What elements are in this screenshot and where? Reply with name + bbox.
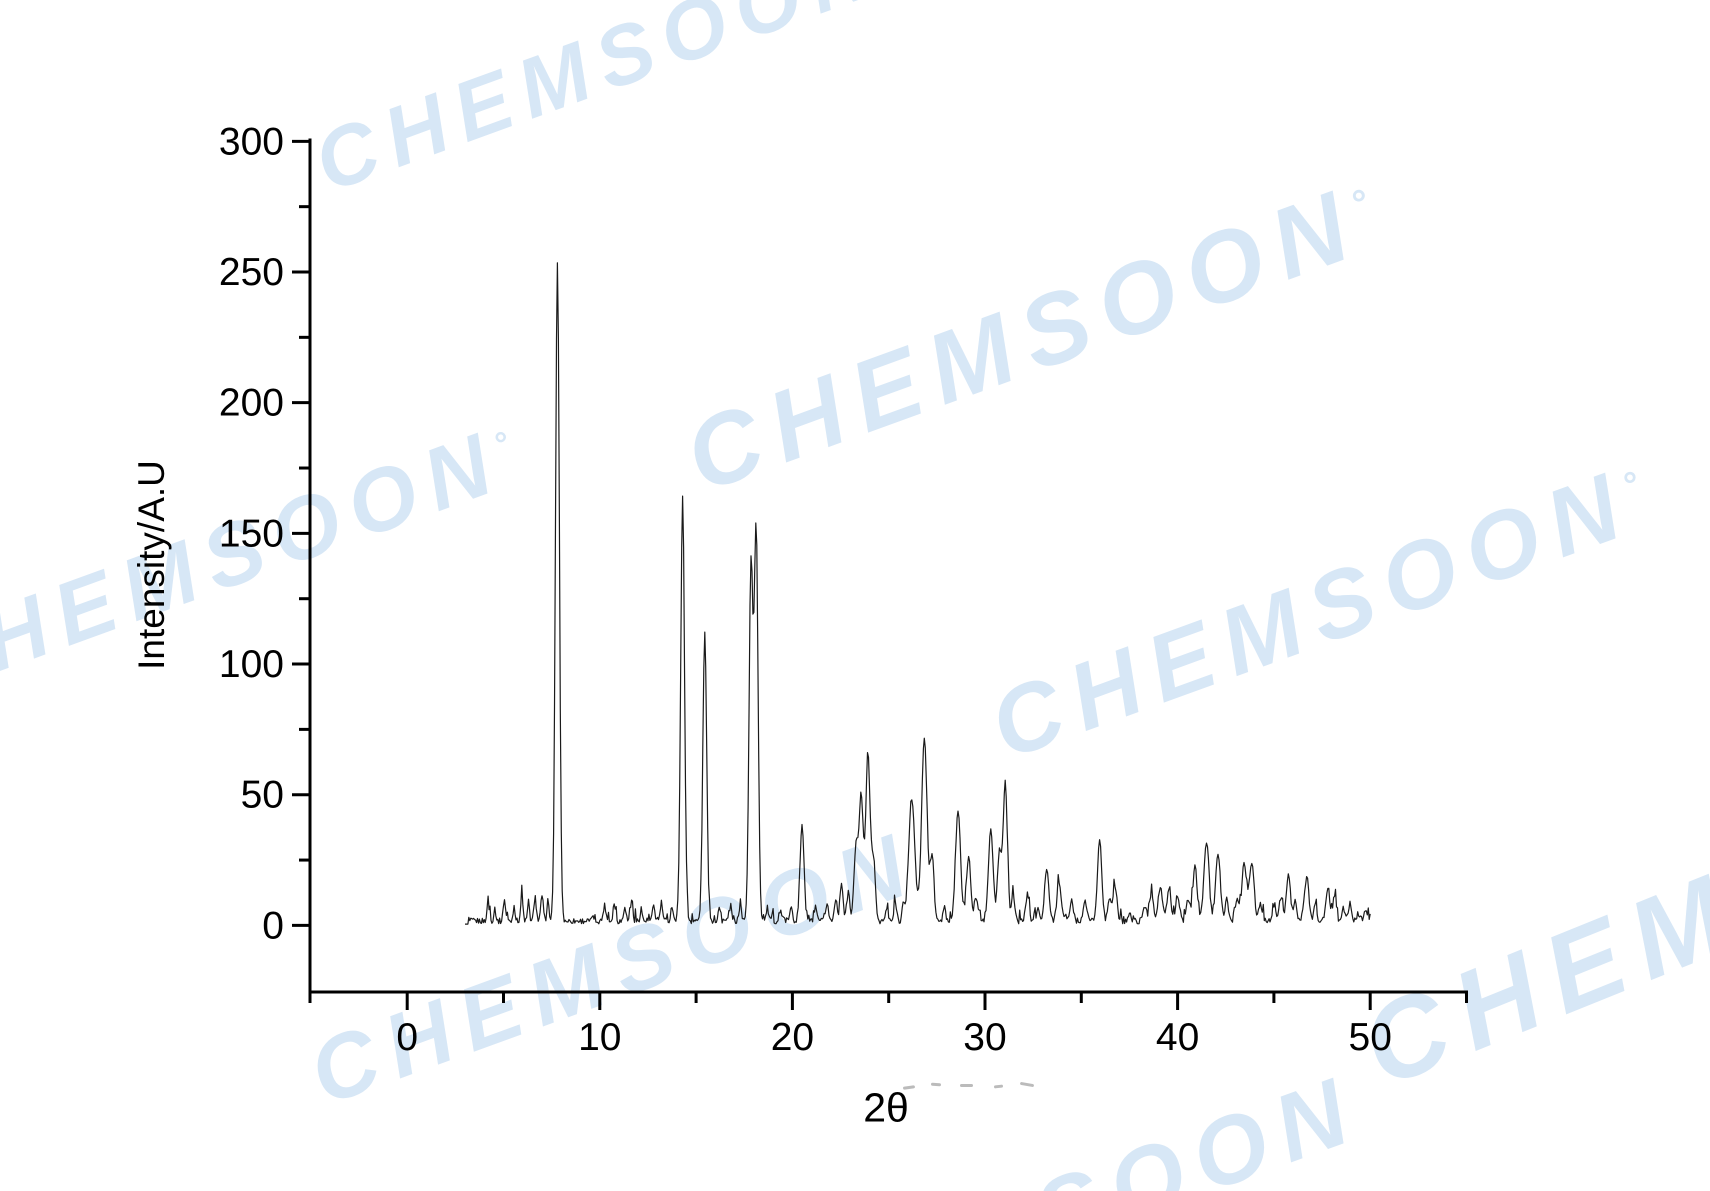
y-axis-title: Intensity/A.U [131,460,172,670]
xrd-trace [465,262,1371,925]
x-tick-label-50: 50 [1349,1016,1392,1059]
x-tick-label-10: 10 [578,1016,621,1059]
y-tick-label-150: 150 [219,512,284,555]
smudge-dash-1 [930,1082,942,1087]
y-tick-label-250: 250 [219,251,284,294]
y-tick-label-50: 50 [241,774,284,817]
y-tick-label-0: 0 [262,904,284,947]
x-tick-label-30: 30 [963,1016,1006,1059]
x-tick-label-0: 0 [396,1016,418,1059]
y-tick-label-100: 100 [219,643,284,686]
y-tick-label-200: 200 [219,382,284,425]
y-tick-label-300: 300 [219,120,284,163]
x-tick-label-20: 20 [771,1016,814,1059]
x-axis-title: 2θ [863,1084,909,1131]
x-tick-label-40: 40 [1156,1016,1199,1059]
smudge-dash-2 [960,1084,973,1087]
